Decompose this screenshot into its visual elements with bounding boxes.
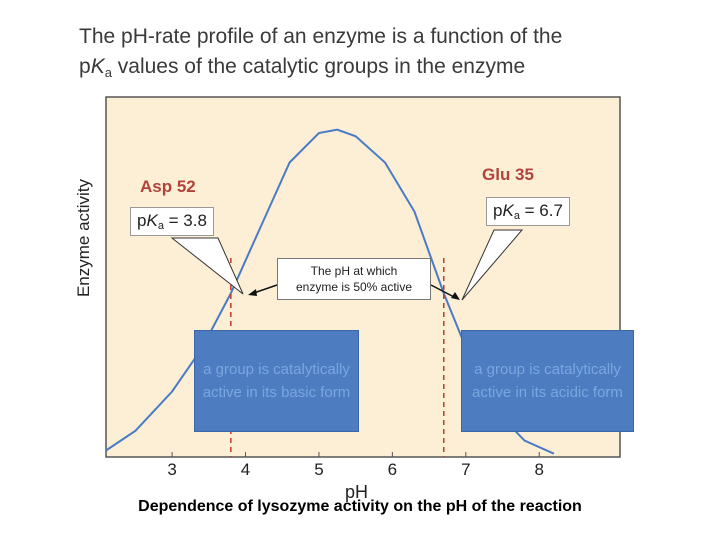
title-line-2-sub: a	[104, 65, 112, 80]
chart-title: The pH-rate profile of an enzyme is a fu…	[79, 22, 679, 88]
pka-right-sub: a	[513, 210, 520, 222]
title-line-2-post: values of the catalytic groups in the en…	[111, 55, 526, 78]
pka-left-p: p	[137, 211, 147, 230]
pka-right-p: p	[493, 201, 503, 220]
x-ticks	[171, 452, 540, 457]
group-label-glu35: Glu 35	[482, 165, 534, 184]
x-tick-label-7: 7	[461, 460, 471, 479]
half-note-line-2: enzyme is 50% active	[295, 280, 413, 294]
arrow-left-head	[248, 289, 257, 296]
figure-caption: Dependence of lysozyme activity on the p…	[138, 498, 582, 515]
arrow-right-head	[451, 292, 460, 300]
pointer-right	[461, 229, 524, 301]
pka-right-value: = 6.7	[519, 201, 563, 220]
pointer-left	[170, 237, 244, 295]
x-axis-label: pH	[345, 482, 369, 502]
callout-acidic-form: a group is catalytically active in its a…	[461, 330, 634, 432]
pka-left-k: K	[146, 211, 158, 230]
x-tick-label-5: 5	[314, 460, 324, 479]
x-tick-label-6: 6	[387, 460, 398, 479]
x-tick-label-3: 3	[167, 460, 177, 479]
pka-left-value: = 3.8	[163, 211, 207, 230]
half-note-line-1: The pH at which	[310, 264, 398, 278]
pka-right-k: K	[502, 201, 514, 220]
pka-box-asp52: pKa = 3.8	[130, 207, 214, 236]
pka-left-sub: a	[157, 220, 164, 232]
title-line-2-pre: p	[79, 55, 91, 78]
arrow-right-shaft	[430, 284, 457, 299]
pka-box-glu35: pKa = 6.7	[486, 197, 570, 226]
x-tick-label-4: 4	[240, 460, 251, 479]
group-label-asp52: Asp 52	[140, 177, 196, 196]
title-line-2-k: K	[90, 55, 105, 78]
callout-basic-form: a group is catalytically active in its b…	[194, 330, 359, 432]
y-axis-label: Enzyme activity	[74, 178, 93, 298]
title-line-1: The pH-rate profile of an enzyme is a fu…	[79, 25, 563, 48]
x-tick-label-8: 8	[534, 460, 544, 479]
half-activity-note: The pH at which enzyme is 50% active	[277, 258, 431, 300]
